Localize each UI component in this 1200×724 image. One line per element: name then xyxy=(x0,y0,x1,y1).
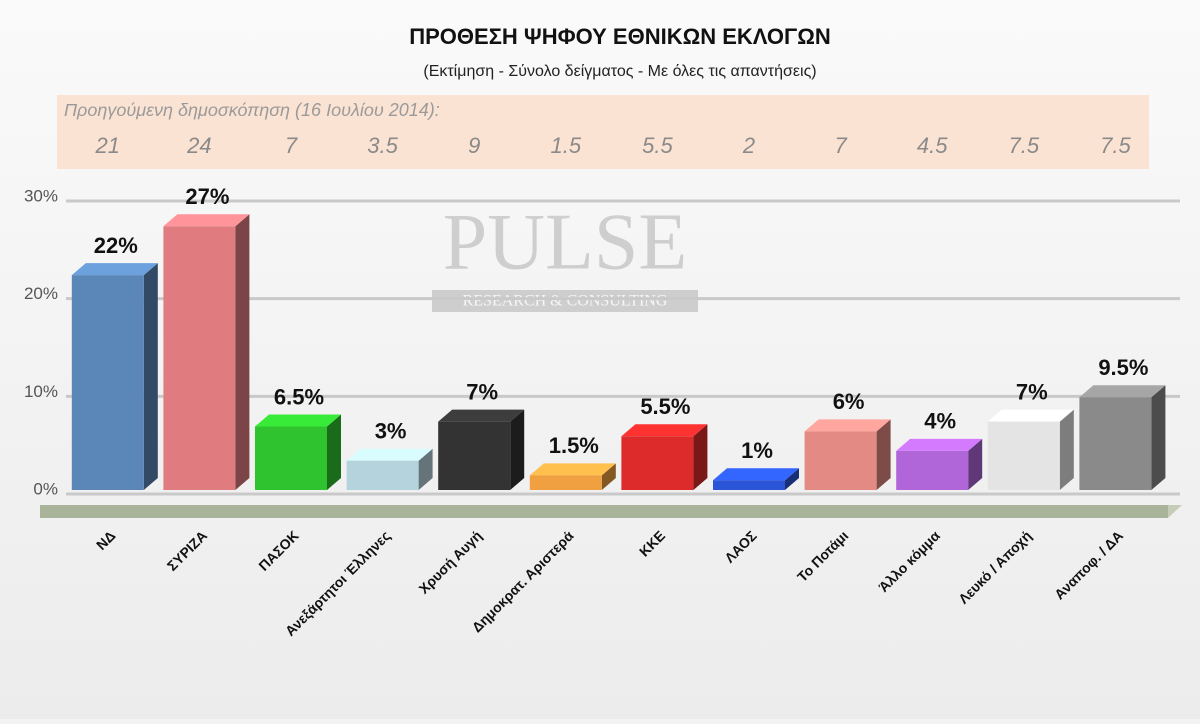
previous-value: 7.5 xyxy=(1100,133,1131,158)
value-label: 27% xyxy=(185,184,229,209)
bar xyxy=(987,421,1060,490)
previous-value: 24 xyxy=(186,133,211,158)
bar-top xyxy=(255,414,341,427)
bar-top xyxy=(163,214,250,227)
value-label: 22% xyxy=(94,233,138,258)
value-label: 7% xyxy=(1016,379,1048,404)
bar xyxy=(1079,397,1152,490)
bar-top xyxy=(1079,385,1166,398)
y-tick-label: 30% xyxy=(24,186,58,205)
bar-side xyxy=(143,263,158,490)
previous-value: 7 xyxy=(285,133,298,158)
bar xyxy=(621,436,694,490)
bar-side xyxy=(1151,385,1166,490)
value-label: 5.5% xyxy=(640,394,690,419)
chart-subtitle: (Εκτίμηση - Σύνολο δείγματος - Με όλες τ… xyxy=(423,63,816,80)
previous-value: 7 xyxy=(834,133,847,158)
value-label: 1% xyxy=(741,438,773,463)
y-tick-label: 20% xyxy=(24,284,58,303)
previous-value: 3.5 xyxy=(367,133,398,158)
bar-side xyxy=(418,448,433,490)
bar-top xyxy=(529,463,616,476)
previous-value: 1.5 xyxy=(551,133,582,158)
value-label: 9.5% xyxy=(1098,355,1148,380)
previous-value: 9 xyxy=(468,133,480,158)
watermark: PULSE RESEARCH & CONSULTING xyxy=(432,198,698,312)
previous-value: 7.5 xyxy=(1009,133,1040,158)
previous-poll-band xyxy=(57,95,1149,169)
previous-poll-label: Προηγούμενη δημοσκόπηση (16 Ιουλίου 2014… xyxy=(64,100,440,120)
bar xyxy=(713,480,785,490)
bar xyxy=(438,421,511,490)
y-tick-label: 0% xyxy=(33,479,58,498)
bar-side xyxy=(601,463,616,490)
bar-side xyxy=(876,419,891,490)
value-label: 6% xyxy=(833,389,865,414)
bar-side xyxy=(235,214,250,491)
chart-title: ΠΡΟΘΕΣΗ ΨΗΦΟΥ ΕΘΝΙΚΩΝ ΕΚΛΟΓΩΝ xyxy=(409,24,831,49)
bar-side xyxy=(693,424,708,490)
bar xyxy=(255,426,327,490)
bar-side xyxy=(785,468,799,490)
bar-top xyxy=(621,424,708,437)
bar-top xyxy=(346,448,433,461)
bar-top xyxy=(713,468,799,481)
value-label: 7% xyxy=(466,379,498,404)
bar-top xyxy=(896,438,983,451)
watermark-title: PULSE xyxy=(443,198,688,286)
previous-value: 4.5 xyxy=(917,133,948,158)
value-label: 3% xyxy=(375,419,407,444)
floor-front xyxy=(40,505,1168,518)
previous-value: 2 xyxy=(742,133,755,158)
bar-side xyxy=(327,414,341,490)
bar xyxy=(163,226,236,491)
bar-side xyxy=(968,438,983,490)
bar-side xyxy=(510,409,525,490)
previous-value: 21 xyxy=(95,133,120,158)
watermark-band xyxy=(432,290,698,312)
bar-top xyxy=(438,409,525,422)
value-label: 1.5% xyxy=(549,433,599,458)
bar-top xyxy=(987,409,1074,422)
bar xyxy=(804,431,877,490)
bar-top xyxy=(71,263,158,276)
value-label: 4% xyxy=(924,409,956,434)
bar xyxy=(896,450,969,490)
bar-top xyxy=(804,419,891,432)
bar-side xyxy=(1059,409,1074,490)
bar xyxy=(346,460,419,490)
previous-value: 5.5 xyxy=(642,133,673,158)
watermark-subtitle: RESEARCH & CONSULTING xyxy=(463,293,668,310)
value-label: 6.5% xyxy=(274,384,324,409)
bar xyxy=(529,475,602,490)
y-tick-label: 10% xyxy=(24,382,58,401)
bar xyxy=(71,275,144,490)
